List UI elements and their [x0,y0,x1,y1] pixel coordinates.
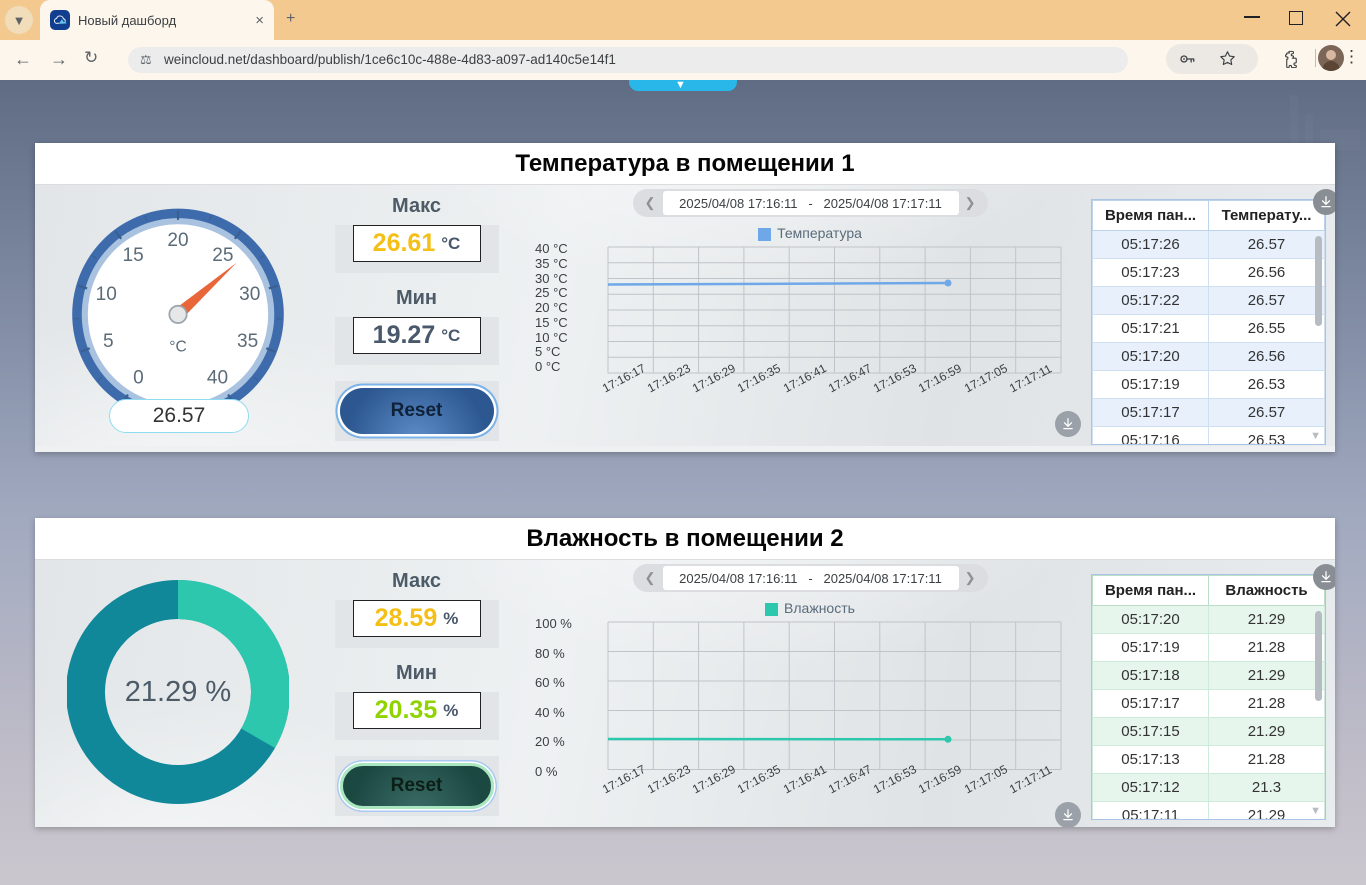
svg-text:°C: °C [169,339,187,356]
svg-text:0: 0 [133,368,144,389]
svg-text:20: 20 [167,230,188,251]
svg-text:40: 40 [207,368,228,389]
svg-text:5: 5 [103,331,114,352]
svg-text:30: 30 [239,284,260,305]
svg-text:25: 25 [212,245,233,266]
svg-text:15: 15 [122,245,143,266]
svg-text:35: 35 [237,331,258,352]
svg-text:10: 10 [96,284,117,305]
